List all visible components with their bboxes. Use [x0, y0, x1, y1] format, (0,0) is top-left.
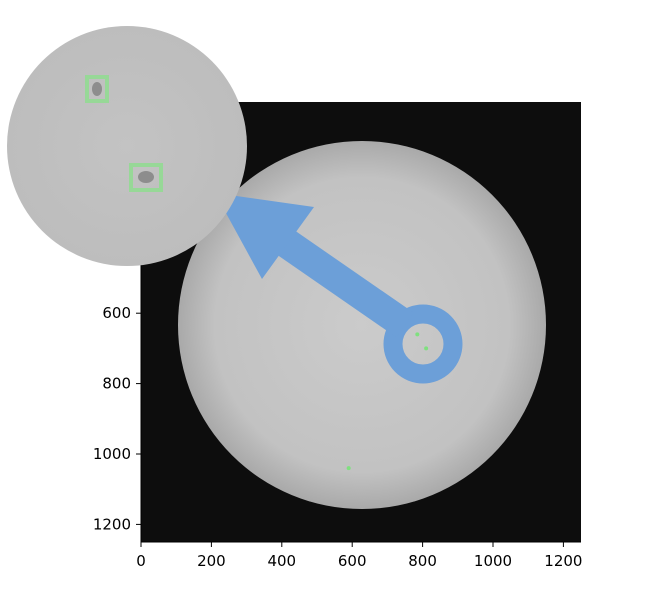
- zoom-inset: [7, 26, 247, 266]
- inset-sunspot-marker-2: [129, 163, 163, 192]
- arrow-head: [215, 193, 314, 279]
- sunspot-markers: [346, 332, 429, 471]
- x-tick-label: 200: [197, 552, 226, 570]
- inset-sunspot-2: [138, 171, 154, 183]
- sunspot-marker: [346, 466, 351, 471]
- sunspot-marker: [424, 346, 429, 351]
- inset-sunspot-marker-1: [85, 75, 109, 103]
- y-tick-label: 1000: [93, 445, 131, 463]
- y-tick-label: 800: [102, 375, 131, 393]
- x-tick-label: 1200: [544, 552, 582, 570]
- sunspot-marker: [415, 332, 420, 337]
- x-tick-label: 400: [267, 552, 296, 570]
- arrow-pointing-to-inset-icon: [215, 193, 463, 384]
- x-tick-label: 0: [136, 552, 146, 570]
- x-tick-label: 1000: [474, 552, 512, 570]
- y-tick-label: 600: [102, 304, 131, 322]
- y-tick-label: 1200: [93, 515, 131, 533]
- x-tick-label: 600: [338, 552, 367, 570]
- inset-sunspot-1: [92, 82, 102, 96]
- x-tick-label: 800: [408, 552, 437, 570]
- highlight-ring: [383, 304, 463, 384]
- inset-circle: [7, 26, 247, 266]
- x-ticks: 0 200 400 600 800 1000 1200: [136, 542, 582, 570]
- y-ticks: 600 800 1000 1200: [93, 304, 141, 533]
- arrow-shaft: [263, 220, 414, 338]
